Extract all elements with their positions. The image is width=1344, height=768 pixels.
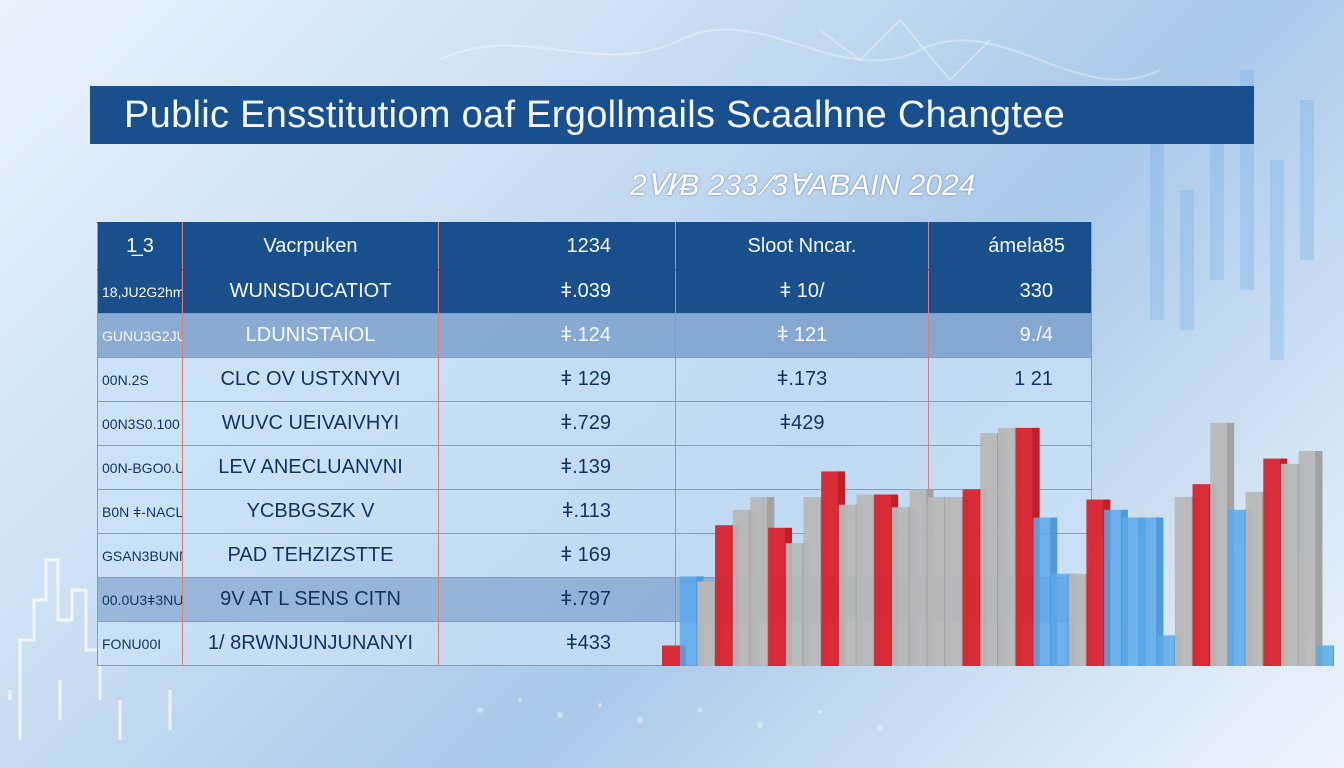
bar (1139, 517, 1164, 666)
row-id: 00N3S0.100 (97, 401, 183, 446)
row-value: ǂ 10/ (675, 269, 929, 314)
column-header: Vacrpuken (182, 222, 439, 270)
row-value: ǂ 129 (438, 357, 676, 402)
row-value: ǂ.797 (438, 577, 676, 622)
table-row: GUNU3G2JU LDUNISTAIOL ǂ.124 ǂ 121 9./4 (97, 313, 1092, 358)
row-name: LEV ANECLUANVNI (182, 445, 439, 490)
row-value (675, 445, 929, 490)
row-name: YCBBGSZK V (182, 489, 439, 534)
row-id: GSAN3BUNNVU (97, 533, 183, 578)
row-name: PAD TEHZIZSTTE (182, 533, 439, 578)
row-name: WUVC UEIVAIVHYI (182, 401, 439, 446)
row-id: 00N-BGO0.U (97, 445, 183, 490)
row-value: 9./4 (928, 313, 1092, 358)
row-name: 9V AT L SENS CITN (182, 577, 439, 622)
row-name: CLC OV USTXNYVI (182, 357, 439, 402)
row-id: 00N.2S (97, 357, 183, 402)
table-row: 00N3S0.100 WUVC UEIVAIVHYI ǂ.729 ǂ429 (97, 401, 1092, 446)
column-header: 1234 (438, 222, 676, 270)
page-subtitle: 2Ⅵ⁄Ƀ 233 ⁄3ⱯAƁAIN 2024 (630, 169, 976, 202)
row-id: 18,JU2G2hm (97, 269, 183, 314)
table-row: 00N.2S CLC OV USTXNYVI ǂ 129 ǂ.173 1 21 (97, 357, 1092, 402)
row-value: ǂ429 (675, 401, 929, 446)
row-id: 00.0U3ǂ3NU (97, 577, 183, 622)
bar (1298, 451, 1323, 666)
table-header-row: 1̲ 3 Vacrpuken 1234 Sloot Nncar. ámela85 (97, 222, 1092, 270)
row-value: ǂ.139 (438, 445, 676, 490)
row-value: ǂ.124 (438, 313, 676, 358)
page-title: Public Ensstitutiom oaf Ergollmails Scaa… (124, 93, 1066, 136)
column-header: ámela85 (928, 222, 1092, 270)
column-header: 1̲ 3 (97, 222, 183, 270)
row-name: WUNSDUCATIOT (182, 269, 439, 314)
row-name: LDUNISTAIOL (182, 313, 439, 358)
title-banner: Public Ensstitutiom oaf Ergollmails Scaa… (90, 86, 1254, 144)
row-name: 1/ 8RWNJUNJUNANYI (182, 621, 439, 666)
row-value (928, 401, 1092, 446)
column-header: Sloot Nncar. (675, 222, 929, 270)
row-value: 330 (928, 269, 1092, 314)
row-value: ǂ 121 (675, 313, 929, 358)
decorative-bar-graphic (662, 422, 1334, 666)
row-value: 1 21 (928, 357, 1092, 402)
bar (1316, 645, 1334, 666)
row-id: FONU00I (97, 621, 183, 666)
row-value: ǂ433 (438, 621, 676, 666)
row-value: ǂ 169 (438, 533, 676, 578)
row-value: ǂ.113 (438, 489, 676, 534)
row-value: ǂ.729 (438, 401, 676, 446)
table-row: 18,JU2G2hm WUNSDUCATIOT ǂ.039 ǂ 10/ 330 (97, 269, 1092, 314)
row-id: GUNU3G2JU (97, 313, 183, 358)
row-value: ǂ.173 (675, 357, 929, 402)
row-id: B0N ǂ-NACLL (97, 489, 183, 534)
row-value: ǂ.039 (438, 269, 676, 314)
